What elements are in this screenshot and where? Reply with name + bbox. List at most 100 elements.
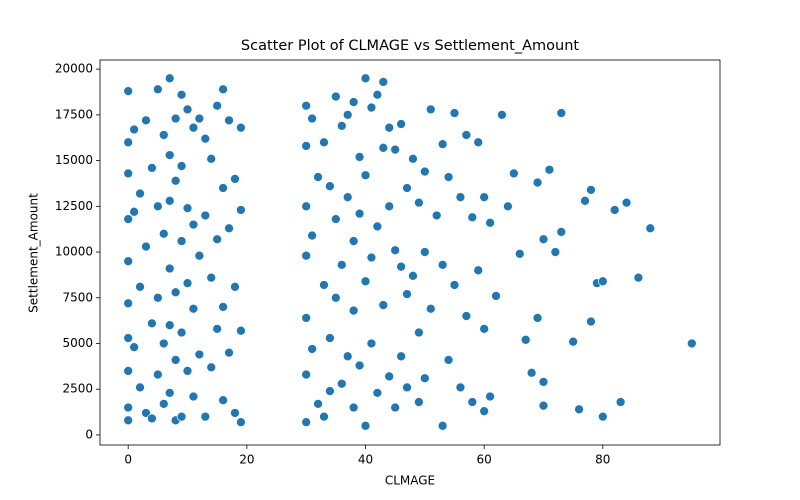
point (330, 214, 341, 224)
point (467, 397, 478, 407)
point (325, 333, 335, 343)
point (360, 276, 371, 287)
x-tick-label: 80 (595, 453, 610, 467)
point (176, 327, 187, 338)
point (307, 113, 317, 124)
point (164, 195, 175, 206)
point (437, 139, 448, 149)
point (301, 417, 312, 427)
y-tick-label: 17500 (55, 107, 93, 121)
point (123, 168, 134, 179)
point (313, 172, 323, 182)
point (152, 201, 163, 212)
point (532, 177, 543, 188)
point (508, 168, 519, 179)
x-tick-label: 0 (124, 453, 132, 467)
point (336, 120, 347, 131)
point (307, 344, 317, 354)
point (437, 420, 448, 431)
point (158, 130, 169, 140)
point (236, 122, 246, 133)
point (366, 102, 377, 113)
point (218, 302, 228, 312)
point (497, 110, 507, 120)
point (325, 181, 335, 192)
point (129, 342, 139, 352)
point (313, 398, 323, 409)
point (354, 208, 365, 219)
point (194, 349, 205, 360)
point (360, 420, 371, 431)
point (330, 292, 341, 303)
point (538, 234, 549, 245)
point (123, 366, 134, 376)
point (164, 320, 175, 331)
point (384, 371, 395, 382)
point (176, 236, 187, 246)
point (348, 402, 359, 413)
point (325, 386, 335, 396)
point (182, 203, 193, 213)
point (188, 122, 199, 133)
point (218, 183, 228, 193)
point (550, 247, 561, 257)
point (419, 373, 430, 384)
point (503, 201, 513, 212)
point (176, 161, 187, 171)
point (236, 325, 246, 336)
point (218, 395, 228, 406)
point (479, 192, 490, 203)
point (514, 249, 525, 259)
point (390, 245, 401, 256)
point (135, 382, 145, 393)
point (414, 327, 424, 338)
point (568, 336, 579, 347)
point (164, 73, 175, 84)
point (152, 292, 163, 303)
point (384, 201, 395, 212)
point (443, 172, 454, 182)
point (212, 324, 223, 334)
point (686, 338, 697, 349)
point (129, 206, 139, 217)
y-tick-label: 10000 (55, 245, 93, 259)
point (408, 270, 418, 281)
point (224, 115, 234, 126)
point (556, 227, 567, 237)
x-tick-label: 60 (477, 453, 492, 467)
point (419, 166, 430, 177)
point (633, 272, 644, 283)
point (520, 334, 531, 345)
point (354, 152, 365, 162)
point (188, 219, 199, 230)
point (402, 382, 412, 393)
point (615, 397, 626, 407)
point (301, 313, 312, 323)
point (431, 210, 442, 221)
point (645, 223, 656, 234)
point (586, 316, 596, 327)
point (574, 404, 584, 415)
point (396, 261, 406, 272)
point (455, 382, 466, 393)
point (390, 144, 401, 155)
point (437, 259, 448, 270)
point (449, 280, 460, 290)
point (396, 119, 406, 129)
point (384, 122, 395, 133)
point (485, 391, 495, 402)
point (473, 137, 484, 148)
point (158, 338, 169, 349)
point (135, 188, 145, 199)
point (230, 174, 240, 184)
point (212, 100, 223, 111)
point (301, 201, 312, 212)
point (170, 113, 181, 124)
point (348, 97, 359, 107)
point (123, 86, 134, 96)
point (372, 388, 383, 398)
point (597, 276, 608, 287)
point (402, 289, 412, 299)
point (206, 272, 217, 283)
y-tick-label: 15000 (55, 153, 93, 167)
